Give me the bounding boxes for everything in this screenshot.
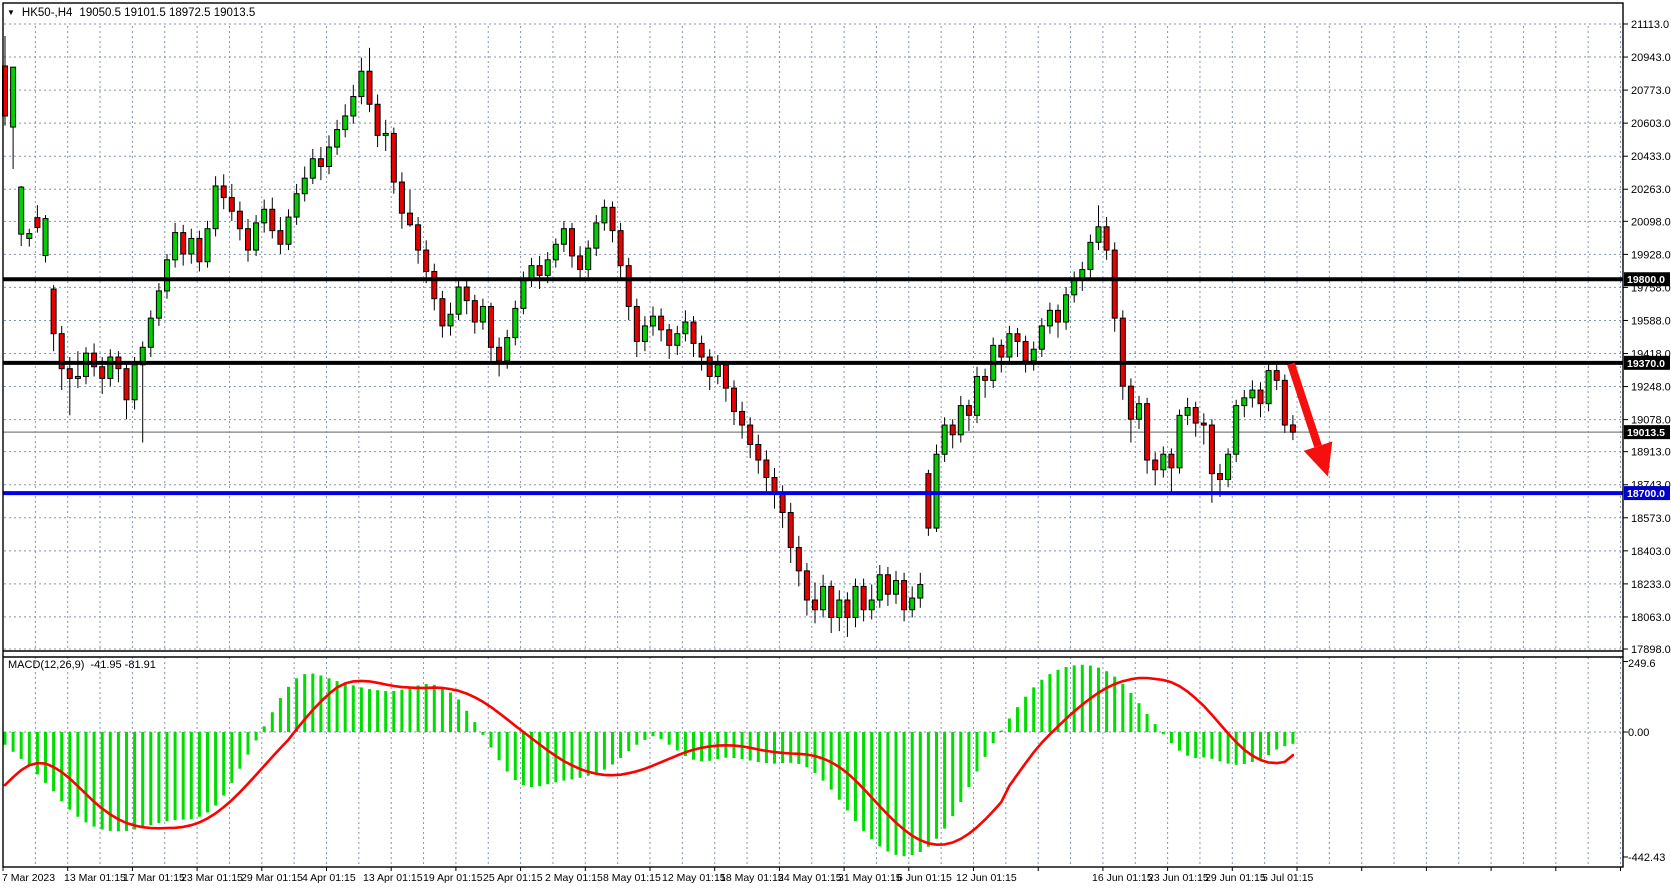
macd-indicator-label: MACD(12,26,9) -41.95 -81.91	[8, 659, 156, 671]
svg-text:6 Jun 01:15: 6 Jun 01:15	[897, 872, 952, 884]
svg-text:29 Mar 01:15: 29 Mar 01:15	[241, 872, 303, 884]
svg-text:25 Apr 01:15: 25 Apr 01:15	[483, 872, 543, 884]
svg-text:17 Mar 01:15: 17 Mar 01:15	[123, 872, 185, 884]
chart-frame	[2, 2, 1624, 868]
svg-text:23 Jun 01:15: 23 Jun 01:15	[1148, 872, 1209, 884]
svg-text:7 Mar 2023: 7 Mar 2023	[2, 872, 55, 884]
svg-text:16 Jun 01:15: 16 Jun 01:15	[1092, 872, 1153, 884]
svg-text:18913.0: 18913.0	[1631, 447, 1671, 459]
macd-name: MACD(12,26,9)	[8, 659, 85, 671]
svg-text:5 Jul 01:15: 5 Jul 01:15	[1262, 872, 1314, 884]
svg-text:18700.0: 18700.0	[1627, 488, 1665, 500]
svg-text:19013.5: 19013.5	[1627, 427, 1665, 439]
svg-text:18 May 01:15: 18 May 01:15	[720, 872, 784, 884]
svg-text:19588.0: 19588.0	[1631, 315, 1671, 327]
macd-values: -41.95 -81.91	[90, 659, 156, 671]
chart-symbol-label: HK50-,H4	[21, 7, 73, 19]
svg-text:17898.0: 17898.0	[1631, 644, 1671, 656]
chart-ohlc-values: 19050.5 19101.5 18972.5 19013.5	[79, 7, 256, 19]
svg-text:19928.0: 19928.0	[1631, 249, 1671, 261]
macd-signal-line	[3, 676, 1295, 846]
svg-text:19078.0: 19078.0	[1631, 415, 1671, 427]
svg-text:29 Jun 01:15: 29 Jun 01:15	[1205, 872, 1266, 884]
svg-text:12 Jun 01:15: 12 Jun 01:15	[956, 872, 1017, 884]
svg-text:18233.0: 18233.0	[1631, 579, 1671, 591]
svg-text:249.6: 249.6	[1628, 658, 1656, 670]
svg-text:2 May 01:15: 2 May 01:15	[545, 872, 603, 884]
svg-text:20773.0: 20773.0	[1631, 85, 1671, 97]
svg-text:13 Mar 01:15: 13 Mar 01:15	[64, 872, 126, 884]
svg-text:20098.0: 20098.0	[1631, 216, 1671, 228]
svg-text:19248.0: 19248.0	[1631, 382, 1671, 394]
svg-text:19370.0: 19370.0	[1627, 358, 1665, 370]
svg-text:19800.0: 19800.0	[1627, 274, 1665, 286]
trend-arrow-annotation[interactable]	[1287, 362, 1333, 477]
svg-text:20263.0: 20263.0	[1631, 184, 1671, 196]
svg-text:19 Apr 01:15: 19 Apr 01:15	[423, 872, 483, 884]
svg-text:24 May 01:15: 24 May 01:15	[778, 872, 842, 884]
chart-dropdown-icon[interactable]: ▼	[7, 8, 15, 17]
candlestick-series	[2, 36, 1296, 637]
svg-text:20433.0: 20433.0	[1631, 151, 1671, 163]
time-axis[interactable]	[0, 868, 1623, 889]
panel-splitter[interactable]	[3, 651, 1623, 657]
svg-text:18063.0: 18063.0	[1631, 612, 1671, 624]
svg-text:-442.43: -442.43	[1628, 852, 1665, 864]
svg-text:20603.0: 20603.0	[1631, 118, 1671, 130]
chart-title: ▼ HK50-,H4 19050.5 19101.5 18972.5 19013…	[7, 5, 255, 21]
svg-text:4 Apr 01:15: 4 Apr 01:15	[302, 872, 356, 884]
svg-text:21113.0: 21113.0	[1631, 19, 1669, 31]
svg-text:0.00: 0.00	[1628, 727, 1649, 739]
svg-text:20943.0: 20943.0	[1631, 52, 1671, 64]
svg-text:8 May 01:15: 8 May 01:15	[603, 872, 661, 884]
svg-text:18573.0: 18573.0	[1631, 513, 1671, 525]
price-axis-labels[interactable]: 21113.0 20943.0 20773.0 20603.0 20433.0 20263…	[1623, 19, 1671, 864]
svg-text:13 Apr 01:15: 13 Apr 01:15	[363, 872, 423, 884]
svg-text:31 May 01:15: 31 May 01:15	[838, 872, 902, 884]
svg-text:12 May 01:15: 12 May 01:15	[662, 872, 726, 884]
svg-text:18403.0: 18403.0	[1631, 546, 1671, 558]
grid-lines	[4, 23, 1622, 867]
svg-text:23 Mar 01:15: 23 Mar 01:15	[181, 872, 243, 884]
price-axis[interactable]	[1623, 26, 1671, 867]
horizontal-level-lines[interactable]	[3, 277, 1623, 496]
